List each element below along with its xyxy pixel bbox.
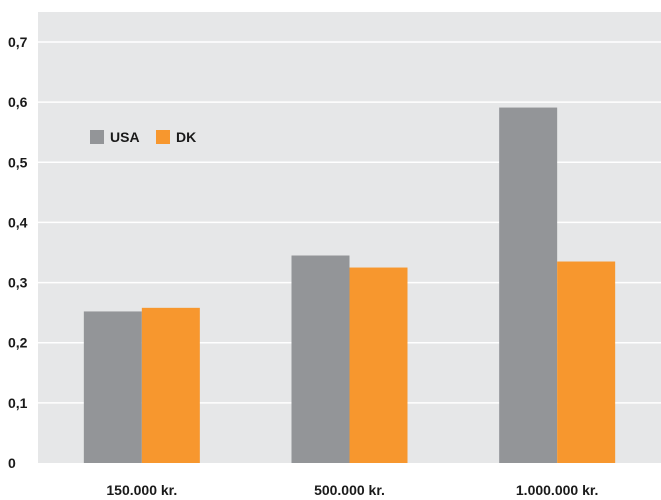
- legend-swatch-usa: [90, 130, 104, 144]
- y-tick-label: 0,2: [8, 335, 28, 351]
- legend-label-dk: DK: [176, 129, 196, 145]
- legend-swatch-dk: [156, 130, 170, 144]
- legend-label-usa: USA: [110, 129, 140, 145]
- x-tick-label: 1.000.000 kr.: [516, 482, 599, 498]
- y-tick-label: 0,3: [8, 275, 28, 291]
- bar-usa-2: [291, 255, 350, 463]
- y-tick-label: 0,7: [8, 34, 28, 50]
- y-tick-label: 0: [8, 455, 16, 471]
- bar-usa-1: [83, 311, 142, 463]
- x-tick-label: 150.000 kr.: [106, 482, 177, 498]
- bar-dk-3: [557, 261, 616, 463]
- legend: USA DK: [90, 129, 196, 145]
- y-tick-label: 0,4: [8, 214, 28, 230]
- y-tick-label: 0,5: [8, 154, 28, 170]
- y-tick-label: 0,6: [8, 94, 28, 110]
- bar-usa-3: [499, 107, 558, 463]
- bar-dk-1: [141, 307, 200, 463]
- y-tick-label: 0,1: [8, 395, 28, 411]
- bar-dk-2: [349, 267, 408, 463]
- x-tick-label: 500.000 kr.: [314, 482, 385, 498]
